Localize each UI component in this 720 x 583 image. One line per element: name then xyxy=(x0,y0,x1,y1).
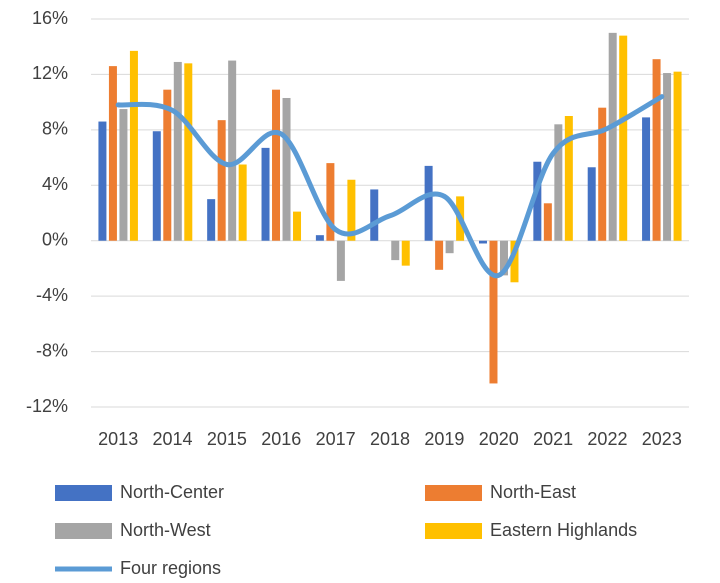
bar xyxy=(152,131,161,241)
bar xyxy=(184,63,193,241)
bar xyxy=(391,240,400,261)
y-tick-label: 0% xyxy=(42,229,68,249)
bar xyxy=(238,164,247,241)
bar xyxy=(642,117,651,241)
bar xyxy=(499,240,508,276)
y-tick-label: 4% xyxy=(42,174,68,194)
x-tick-label: 2019 xyxy=(424,429,464,449)
bar xyxy=(163,89,172,241)
bar xyxy=(424,165,433,241)
bar xyxy=(435,240,444,270)
y-tick-label: -8% xyxy=(36,340,68,360)
bar xyxy=(401,240,410,266)
y-tick-label: -12% xyxy=(26,396,68,416)
x-tick-label: 2023 xyxy=(642,429,682,449)
bar xyxy=(336,240,345,281)
bar xyxy=(543,203,552,241)
legend-swatch xyxy=(425,523,482,539)
y-tick-label: -4% xyxy=(36,285,68,305)
bar xyxy=(608,32,617,241)
bar xyxy=(315,235,324,241)
bar xyxy=(228,60,237,241)
bar xyxy=(510,240,519,283)
legend-swatch xyxy=(425,485,482,501)
bar xyxy=(587,167,596,241)
line xyxy=(115,94,665,278)
bar xyxy=(478,240,487,244)
x-tick-label: 2020 xyxy=(479,429,519,449)
bar xyxy=(173,61,182,241)
bar xyxy=(272,89,281,241)
bar xyxy=(445,240,454,254)
x-tick-label: 2013 xyxy=(98,429,138,449)
x-tick-label: 2022 xyxy=(587,429,627,449)
y-tick-label: 12% xyxy=(32,63,68,83)
bar xyxy=(554,124,563,241)
y-tick-label: 8% xyxy=(42,119,68,139)
bar xyxy=(370,189,379,241)
legend-swatch xyxy=(55,485,112,501)
x-tick-label: 2015 xyxy=(207,429,247,449)
bar xyxy=(129,50,138,241)
legend-label: Eastern Highlands xyxy=(490,520,637,540)
bar xyxy=(564,116,573,241)
bar xyxy=(489,240,498,384)
x-tick-label: 2018 xyxy=(370,429,410,449)
x-tick-label: 2014 xyxy=(153,429,193,449)
bar xyxy=(98,121,107,241)
legend-label: North-Center xyxy=(120,482,224,502)
x-tick-label: 2021 xyxy=(533,429,573,449)
bar xyxy=(217,120,226,241)
bar xyxy=(282,97,291,241)
bar xyxy=(293,211,302,241)
x-tick-label: 2017 xyxy=(316,429,356,449)
bar xyxy=(652,59,661,241)
bar xyxy=(598,107,607,241)
bar xyxy=(663,73,672,241)
bar xyxy=(326,163,335,241)
bar xyxy=(347,179,356,241)
bar xyxy=(261,147,270,241)
legend-label: North-West xyxy=(120,520,211,540)
legend-label: North-East xyxy=(490,482,576,502)
x-tick-label: 2016 xyxy=(261,429,301,449)
y-tick-label: 16% xyxy=(32,8,68,28)
bar xyxy=(207,199,216,241)
bar xyxy=(533,161,542,241)
bar xyxy=(119,109,128,241)
legend-swatch xyxy=(55,523,112,539)
bar xyxy=(619,35,628,241)
bar xyxy=(673,71,682,241)
legend-label: Four regions xyxy=(120,558,221,578)
bar xyxy=(108,66,117,241)
